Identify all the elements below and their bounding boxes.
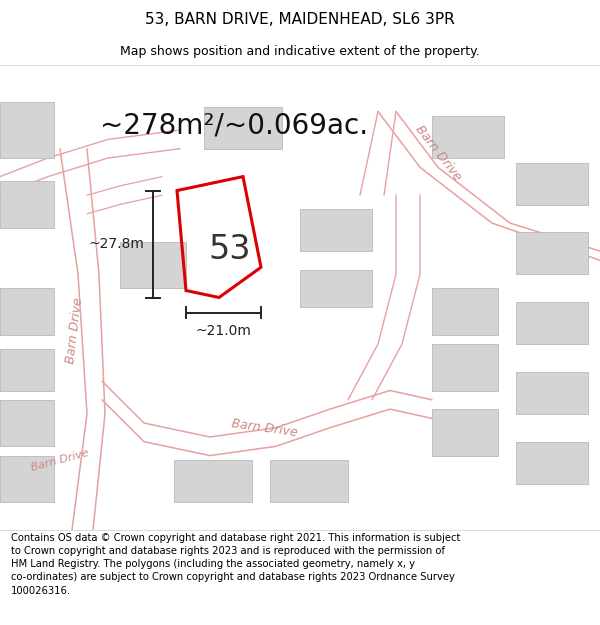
Bar xyxy=(0,456,54,502)
Text: 53, BARN DRIVE, MAIDENHEAD, SL6 3PR: 53, BARN DRIVE, MAIDENHEAD, SL6 3PR xyxy=(145,12,455,27)
Bar xyxy=(516,232,588,274)
Text: Barn Drive: Barn Drive xyxy=(230,417,298,439)
Bar xyxy=(0,349,54,391)
Text: 53: 53 xyxy=(208,232,250,266)
Bar xyxy=(120,242,186,288)
Bar xyxy=(300,269,372,307)
Bar xyxy=(516,372,588,414)
Text: Contains OS data © Crown copyright and database right 2021. This information is : Contains OS data © Crown copyright and d… xyxy=(11,533,460,596)
Text: Barn Drive: Barn Drive xyxy=(412,123,464,184)
Text: ~278m²/~0.069ac.: ~278m²/~0.069ac. xyxy=(100,111,368,139)
Text: ~21.0m: ~21.0m xyxy=(196,324,251,339)
Bar xyxy=(432,288,498,335)
Bar xyxy=(0,102,54,158)
Bar xyxy=(0,288,54,335)
Text: Barn Drive: Barn Drive xyxy=(30,448,90,472)
Bar xyxy=(270,460,348,502)
Text: Barn Drive: Barn Drive xyxy=(64,296,86,364)
Bar xyxy=(432,116,504,158)
Bar xyxy=(174,460,252,502)
Bar xyxy=(432,344,498,391)
Bar xyxy=(516,162,588,204)
Bar xyxy=(0,181,54,228)
Bar xyxy=(516,302,588,344)
Bar xyxy=(204,107,282,149)
Bar xyxy=(0,400,54,446)
Bar xyxy=(300,209,372,251)
Bar xyxy=(432,409,498,456)
Text: Map shows position and indicative extent of the property.: Map shows position and indicative extent… xyxy=(120,46,480,59)
Text: ~27.8m: ~27.8m xyxy=(88,237,144,251)
Polygon shape xyxy=(60,149,105,530)
Bar xyxy=(516,442,588,484)
